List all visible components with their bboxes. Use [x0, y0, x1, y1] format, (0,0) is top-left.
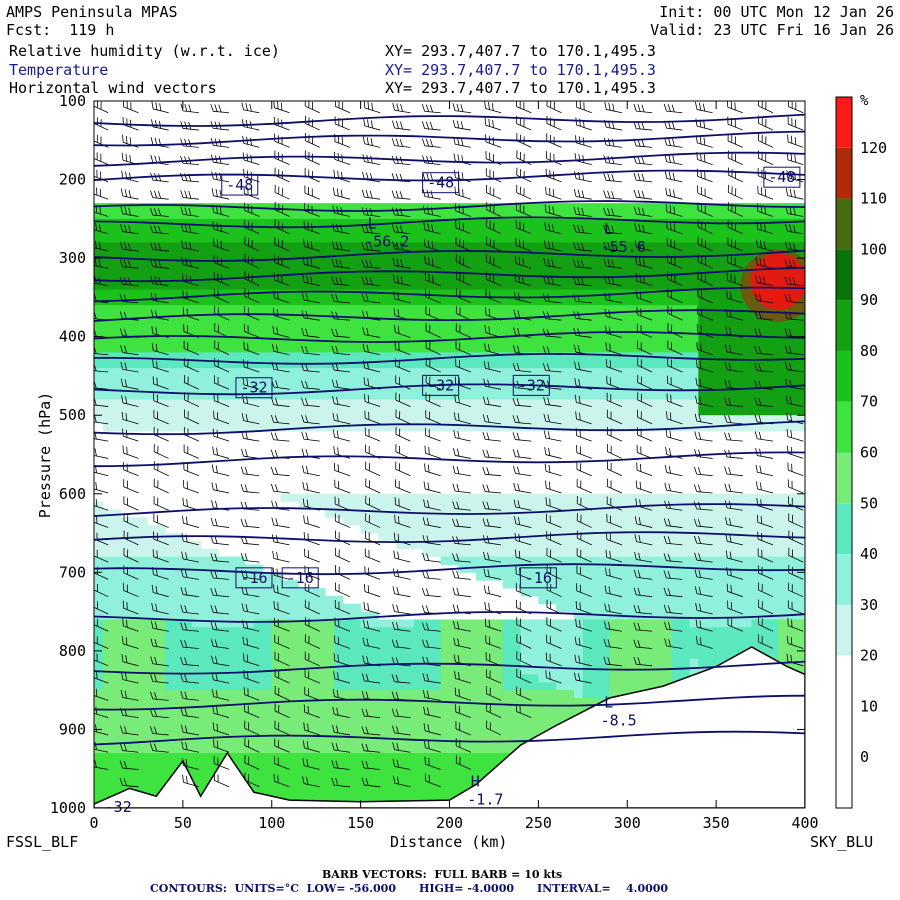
y-tick-label: 200: [59, 171, 86, 189]
y-tick-label: 100: [59, 92, 86, 110]
contour-label: -48: [221, 174, 259, 196]
x-tick-label: 50: [174, 814, 192, 832]
contour-label: -16: [235, 567, 273, 589]
contour-extremum: H-1.7: [467, 772, 503, 808]
contour-label: -32: [512, 374, 550, 396]
contour-extremum: L-8.5: [601, 694, 637, 730]
y-tick-label: 900: [59, 720, 86, 738]
y-tick-label: 600: [59, 485, 86, 503]
field-label-wind: Horizontal wind vectors: [9, 79, 217, 97]
y-tick-label: 500: [59, 406, 86, 424]
y-tick-label: 300: [59, 249, 86, 267]
colorbar-label: 120: [860, 139, 887, 157]
colorbar-swatch: [836, 655, 852, 707]
colorbar-unit: %: [860, 93, 869, 109]
colorbar-swatch: [836, 401, 852, 453]
y-axis-label: Pressure (hPa): [36, 392, 54, 518]
colorbar-label: 30: [860, 596, 878, 614]
colorbar-label: 50: [860, 494, 878, 512]
colorbar-swatch: [836, 97, 852, 148]
x-tick-label: 0: [89, 814, 98, 832]
contour-extremum: -32: [105, 798, 132, 816]
y-tick-label: 1000: [50, 799, 86, 817]
y-tick-label: 800: [59, 642, 86, 660]
colorbar-label: 70: [860, 393, 878, 411]
colorbar-label: 90: [860, 291, 878, 309]
model-title: AMPS Peninsula MPAS: [6, 3, 178, 21]
field-xy-temperature: XY= 293.7,407.7 to 170.1,495.3: [385, 61, 656, 79]
colorbar-swatch: [836, 604, 852, 656]
colorbar-label: 80: [860, 342, 878, 360]
colorbar-label: 100: [860, 240, 887, 258]
colorbar-label: 110: [860, 190, 887, 208]
barb-legend: BARB VECTORS: FULL BARB = 10 kts: [322, 868, 563, 881]
colorbar-label: 0: [860, 748, 869, 766]
x-tick-label: 200: [436, 814, 463, 832]
colorbar-swatch: [836, 757, 852, 808]
colorbar-swatch: [836, 249, 852, 301]
y-tick-label: 700: [59, 563, 86, 581]
contour-extremum: L-55.6: [601, 220, 646, 256]
colorbar-swatch: [836, 350, 852, 402]
x-tick-label: 350: [703, 814, 730, 832]
colorbar-label: 10: [860, 697, 878, 715]
colorbar-swatch: [836, 706, 852, 758]
contour-label: -32: [235, 377, 273, 399]
field-xy-rh: XY= 293.7,407.7 to 170.1,495.3: [385, 42, 656, 60]
x-tick-label: 250: [525, 814, 552, 832]
contour-legend: CONTOURS: UNITS=°C LOW= -56.000 HIGH= -4…: [150, 882, 669, 895]
field-label-temperature: Temperature: [9, 61, 109, 79]
init-time: Init: 00 UTC Mon 12 Jan 26: [659, 3, 894, 21]
colorbar-swatch: [836, 147, 852, 199]
colorbar-swatch: [836, 554, 852, 605]
colorbar-swatch: [836, 198, 852, 250]
colorbar-swatch: [836, 452, 852, 504]
x-tick-label: 100: [258, 814, 285, 832]
colorbar-label: 60: [860, 444, 878, 462]
contour-label: -16: [519, 567, 557, 589]
x-tick-label: 400: [791, 814, 818, 832]
x-axis-label: Distance (km): [390, 833, 508, 851]
valid-time: Valid: 23 UTC Fri 16 Jan 26: [650, 21, 894, 39]
colorbar-swatch: [836, 503, 852, 555]
y-tick-label: 400: [59, 328, 86, 346]
colorbar-swatch: [836, 300, 852, 351]
colorbar-label: 20: [860, 647, 878, 665]
left-endpoint: FSSL_BLF: [6, 833, 79, 851]
x-tick-label: 300: [614, 814, 641, 832]
field-xy-wind: XY= 293.7,407.7 to 170.1,495.3: [385, 79, 656, 97]
contour-label: -16: [281, 567, 319, 589]
contour-label: -32: [422, 374, 460, 396]
colorbar-label: 40: [860, 545, 878, 563]
contour-label: -48: [422, 172, 460, 194]
contour-extremum: L-56.2: [364, 215, 409, 251]
forecast-hour: Fcst: 119 h: [6, 21, 115, 39]
field-label-rh: Relative humidity (w.r.t. ice): [9, 42, 280, 60]
right-endpoint: SKY_BLU: [810, 833, 874, 851]
contour-label: -48: [763, 166, 801, 188]
x-tick-label: 150: [347, 814, 374, 832]
